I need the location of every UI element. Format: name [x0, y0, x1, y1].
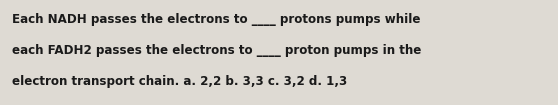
Text: electron transport chain. a. 2,2 b. 3,3 c. 3,2 d. 1,3: electron transport chain. a. 2,2 b. 3,3 …: [12, 75, 348, 88]
Text: Each NADH passes the electrons to ____ protons pumps while: Each NADH passes the electrons to ____ p…: [12, 13, 421, 26]
Text: each FADH2 passes the electrons to ____ proton pumps in the: each FADH2 passes the electrons to ____ …: [12, 44, 422, 57]
